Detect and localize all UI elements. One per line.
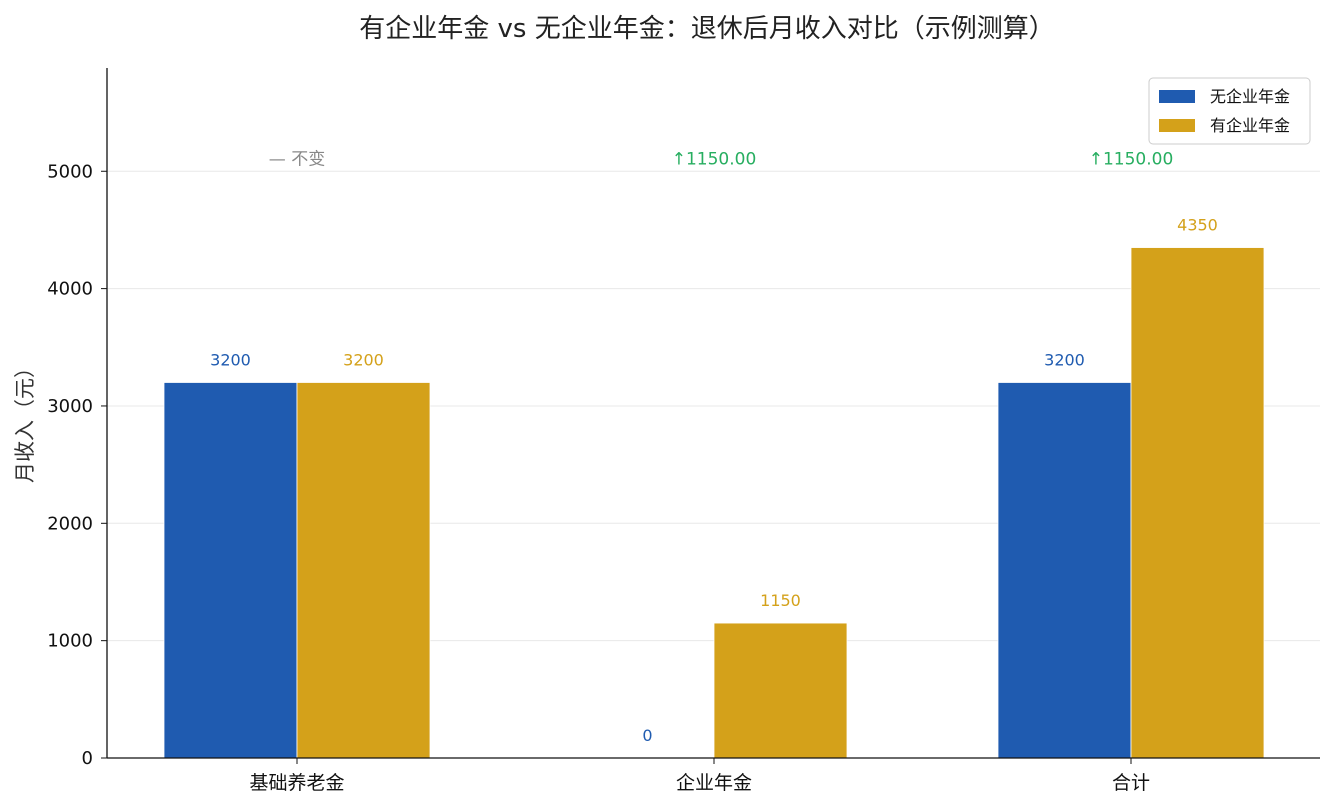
change-annotation: — 不变 — [269, 149, 325, 169]
y-tick-label: 3000 — [47, 396, 93, 417]
labels-layer: 3200 0 3200 3200 1150 4350 — 不变 ↑1150.00 ↑1150.0… — [210, 149, 1218, 745]
data-label: 3200 — [343, 350, 384, 369]
y-tick-label: 0 — [82, 748, 93, 769]
bars-layer — [163, 247, 1265, 759]
chart-title: 有企业年金 vs 无企业年金：退休后月收入对比（示例测算） — [359, 14, 1054, 44]
legend-label: 有企业年金 — [1210, 116, 1290, 135]
bar-with-annuity — [713, 622, 848, 759]
y-tick-label: 4000 — [47, 279, 93, 300]
y-axis-label: 月收入（元） — [13, 357, 37, 483]
x-tick-label: 企业年金 — [676, 772, 752, 794]
data-label: 3200 — [210, 350, 251, 369]
data-label: 4350 — [1177, 216, 1218, 235]
x-tick-label: 合计 — [1112, 772, 1150, 794]
change-annotation: ↑1150.00 — [672, 149, 757, 169]
y-tick-label: 2000 — [47, 513, 93, 534]
change-annotation: ↑1150.00 — [1089, 149, 1174, 169]
axes-layer: 0 1000 2000 3000 4000 5000 基础养老金 企业年金 合计 — [47, 68, 1320, 794]
data-label: 3200 — [1044, 350, 1085, 369]
bar-without-annuity — [163, 382, 298, 759]
legend-label: 无企业年金 — [1210, 87, 1290, 106]
legend-swatch — [1159, 90, 1195, 103]
data-label: 0 — [642, 726, 652, 745]
bar-with-annuity — [296, 382, 431, 759]
bar-without-annuity — [997, 382, 1132, 759]
y-tick-label: 1000 — [47, 631, 93, 652]
bar-with-annuity — [1130, 247, 1265, 759]
x-tick-label: 基础养老金 — [249, 772, 344, 794]
legend-swatch — [1159, 119, 1195, 132]
data-label: 1150 — [760, 591, 801, 610]
y-tick-label: 5000 — [47, 161, 93, 182]
